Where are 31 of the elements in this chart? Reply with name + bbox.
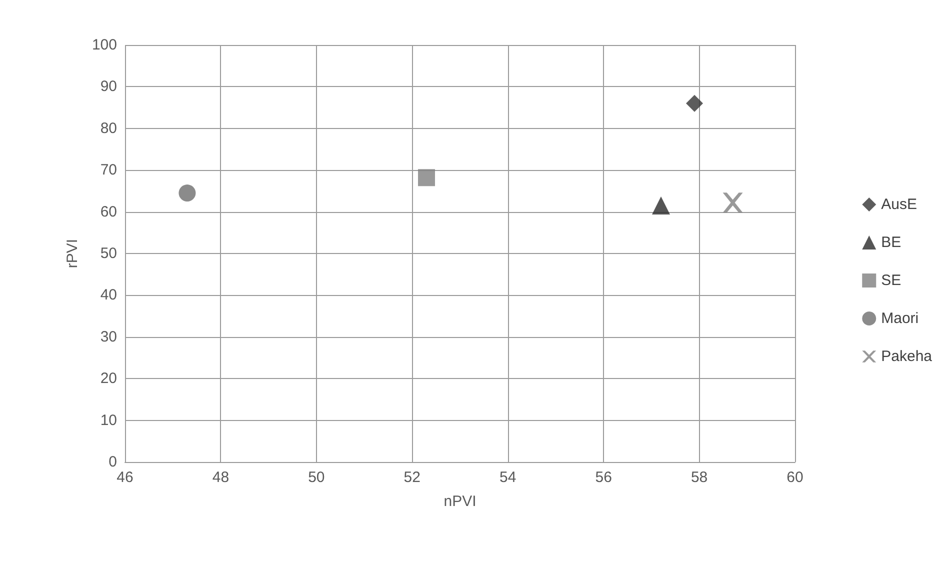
y-tick-label: 40 xyxy=(100,286,117,304)
y-tick-label: 60 xyxy=(100,203,117,220)
x-tick-label: 60 xyxy=(786,469,804,486)
legend-label: BE xyxy=(881,234,902,251)
x-tick-label: 52 xyxy=(404,469,420,486)
x-tick-label: 56 xyxy=(595,469,612,486)
y-tick-label: 80 xyxy=(100,120,117,137)
x-tick-label: 48 xyxy=(212,469,230,486)
x-tick-label: 58 xyxy=(690,469,708,486)
point xyxy=(652,196,670,215)
point xyxy=(686,94,703,112)
point xyxy=(722,192,743,213)
x-tick-label: 54 xyxy=(500,469,516,486)
y-tick-label: 30 xyxy=(100,328,117,346)
legend-label: Maori xyxy=(881,310,919,327)
y-tick-label: 70 xyxy=(100,162,117,179)
legend-label: SE xyxy=(881,272,902,289)
legend-label: AusE xyxy=(881,196,917,213)
x-axis-title: nPVI xyxy=(444,493,476,510)
y-tick-label: 100 xyxy=(92,36,117,54)
legend-label: Pakeha xyxy=(881,348,933,365)
y-tick-label: 10 xyxy=(100,412,117,429)
point xyxy=(418,169,435,186)
point xyxy=(178,184,196,202)
y-tick-label: 50 xyxy=(100,245,117,262)
x-tick-label: 46 xyxy=(116,469,134,486)
y-tick-label: 90 xyxy=(100,78,117,96)
y-axis-title: rPVI xyxy=(64,238,81,268)
x-tick-label: 50 xyxy=(308,469,325,486)
y-tick-label: 0 xyxy=(108,454,117,470)
y-tick-label: 20 xyxy=(100,370,117,388)
